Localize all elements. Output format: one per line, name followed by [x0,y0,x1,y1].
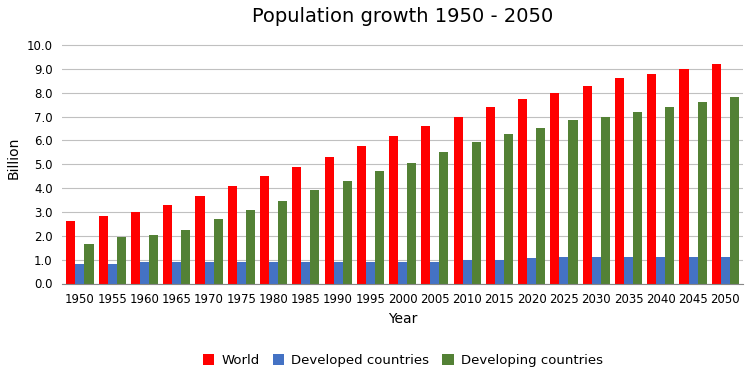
Bar [407,163,416,284]
Bar [246,209,255,284]
Bar [633,112,642,284]
Bar [592,257,601,284]
Bar [495,260,504,284]
Bar [647,74,656,284]
Bar [430,262,439,284]
Bar [292,167,302,284]
Bar [85,244,94,284]
Bar [117,237,126,284]
Bar [108,265,117,284]
Bar [76,265,85,284]
Bar [269,262,278,284]
Bar [325,157,334,284]
Bar [366,262,375,284]
Bar [527,259,536,284]
Bar [131,212,140,284]
Title: Population growth 1950 - 2050: Population growth 1950 - 2050 [252,7,554,26]
Bar [260,176,269,284]
Bar [665,107,674,284]
Bar [214,219,223,284]
Bar [99,215,108,284]
Bar [721,257,730,284]
Bar [472,142,481,284]
Bar [601,116,610,284]
Bar [463,260,472,284]
Bar [375,171,384,284]
Bar [504,135,513,284]
Bar [712,64,721,284]
Bar [440,152,448,284]
Y-axis label: Billion: Billion [7,137,21,180]
Bar [454,116,463,284]
Bar [149,235,158,284]
Bar [560,257,568,284]
Bar [205,262,214,284]
Bar [310,191,320,284]
Bar [172,262,182,284]
Bar [536,129,545,284]
Bar [624,257,633,284]
Bar [398,262,407,284]
Bar [730,98,739,284]
Bar [583,85,592,284]
Bar [389,136,398,284]
Bar [334,262,343,284]
Bar [615,78,624,284]
Bar [67,222,76,284]
Bar [182,230,190,284]
Bar [196,197,205,284]
Bar [302,262,310,284]
Bar [656,257,665,284]
Bar [698,102,706,284]
Bar [357,146,366,284]
Bar [688,257,698,284]
Bar [278,201,287,284]
Bar [228,186,237,284]
Bar [343,181,352,284]
Bar [518,99,527,284]
Bar [486,107,495,284]
Bar [237,262,246,284]
Bar [550,93,560,284]
Bar [140,262,149,284]
X-axis label: Year: Year [388,312,417,326]
Bar [164,205,172,284]
Bar [568,120,578,284]
Bar [422,126,430,284]
Bar [680,69,688,284]
Legend: World, Developed countries, Developing countries: World, Developed countries, Developing c… [197,349,608,372]
